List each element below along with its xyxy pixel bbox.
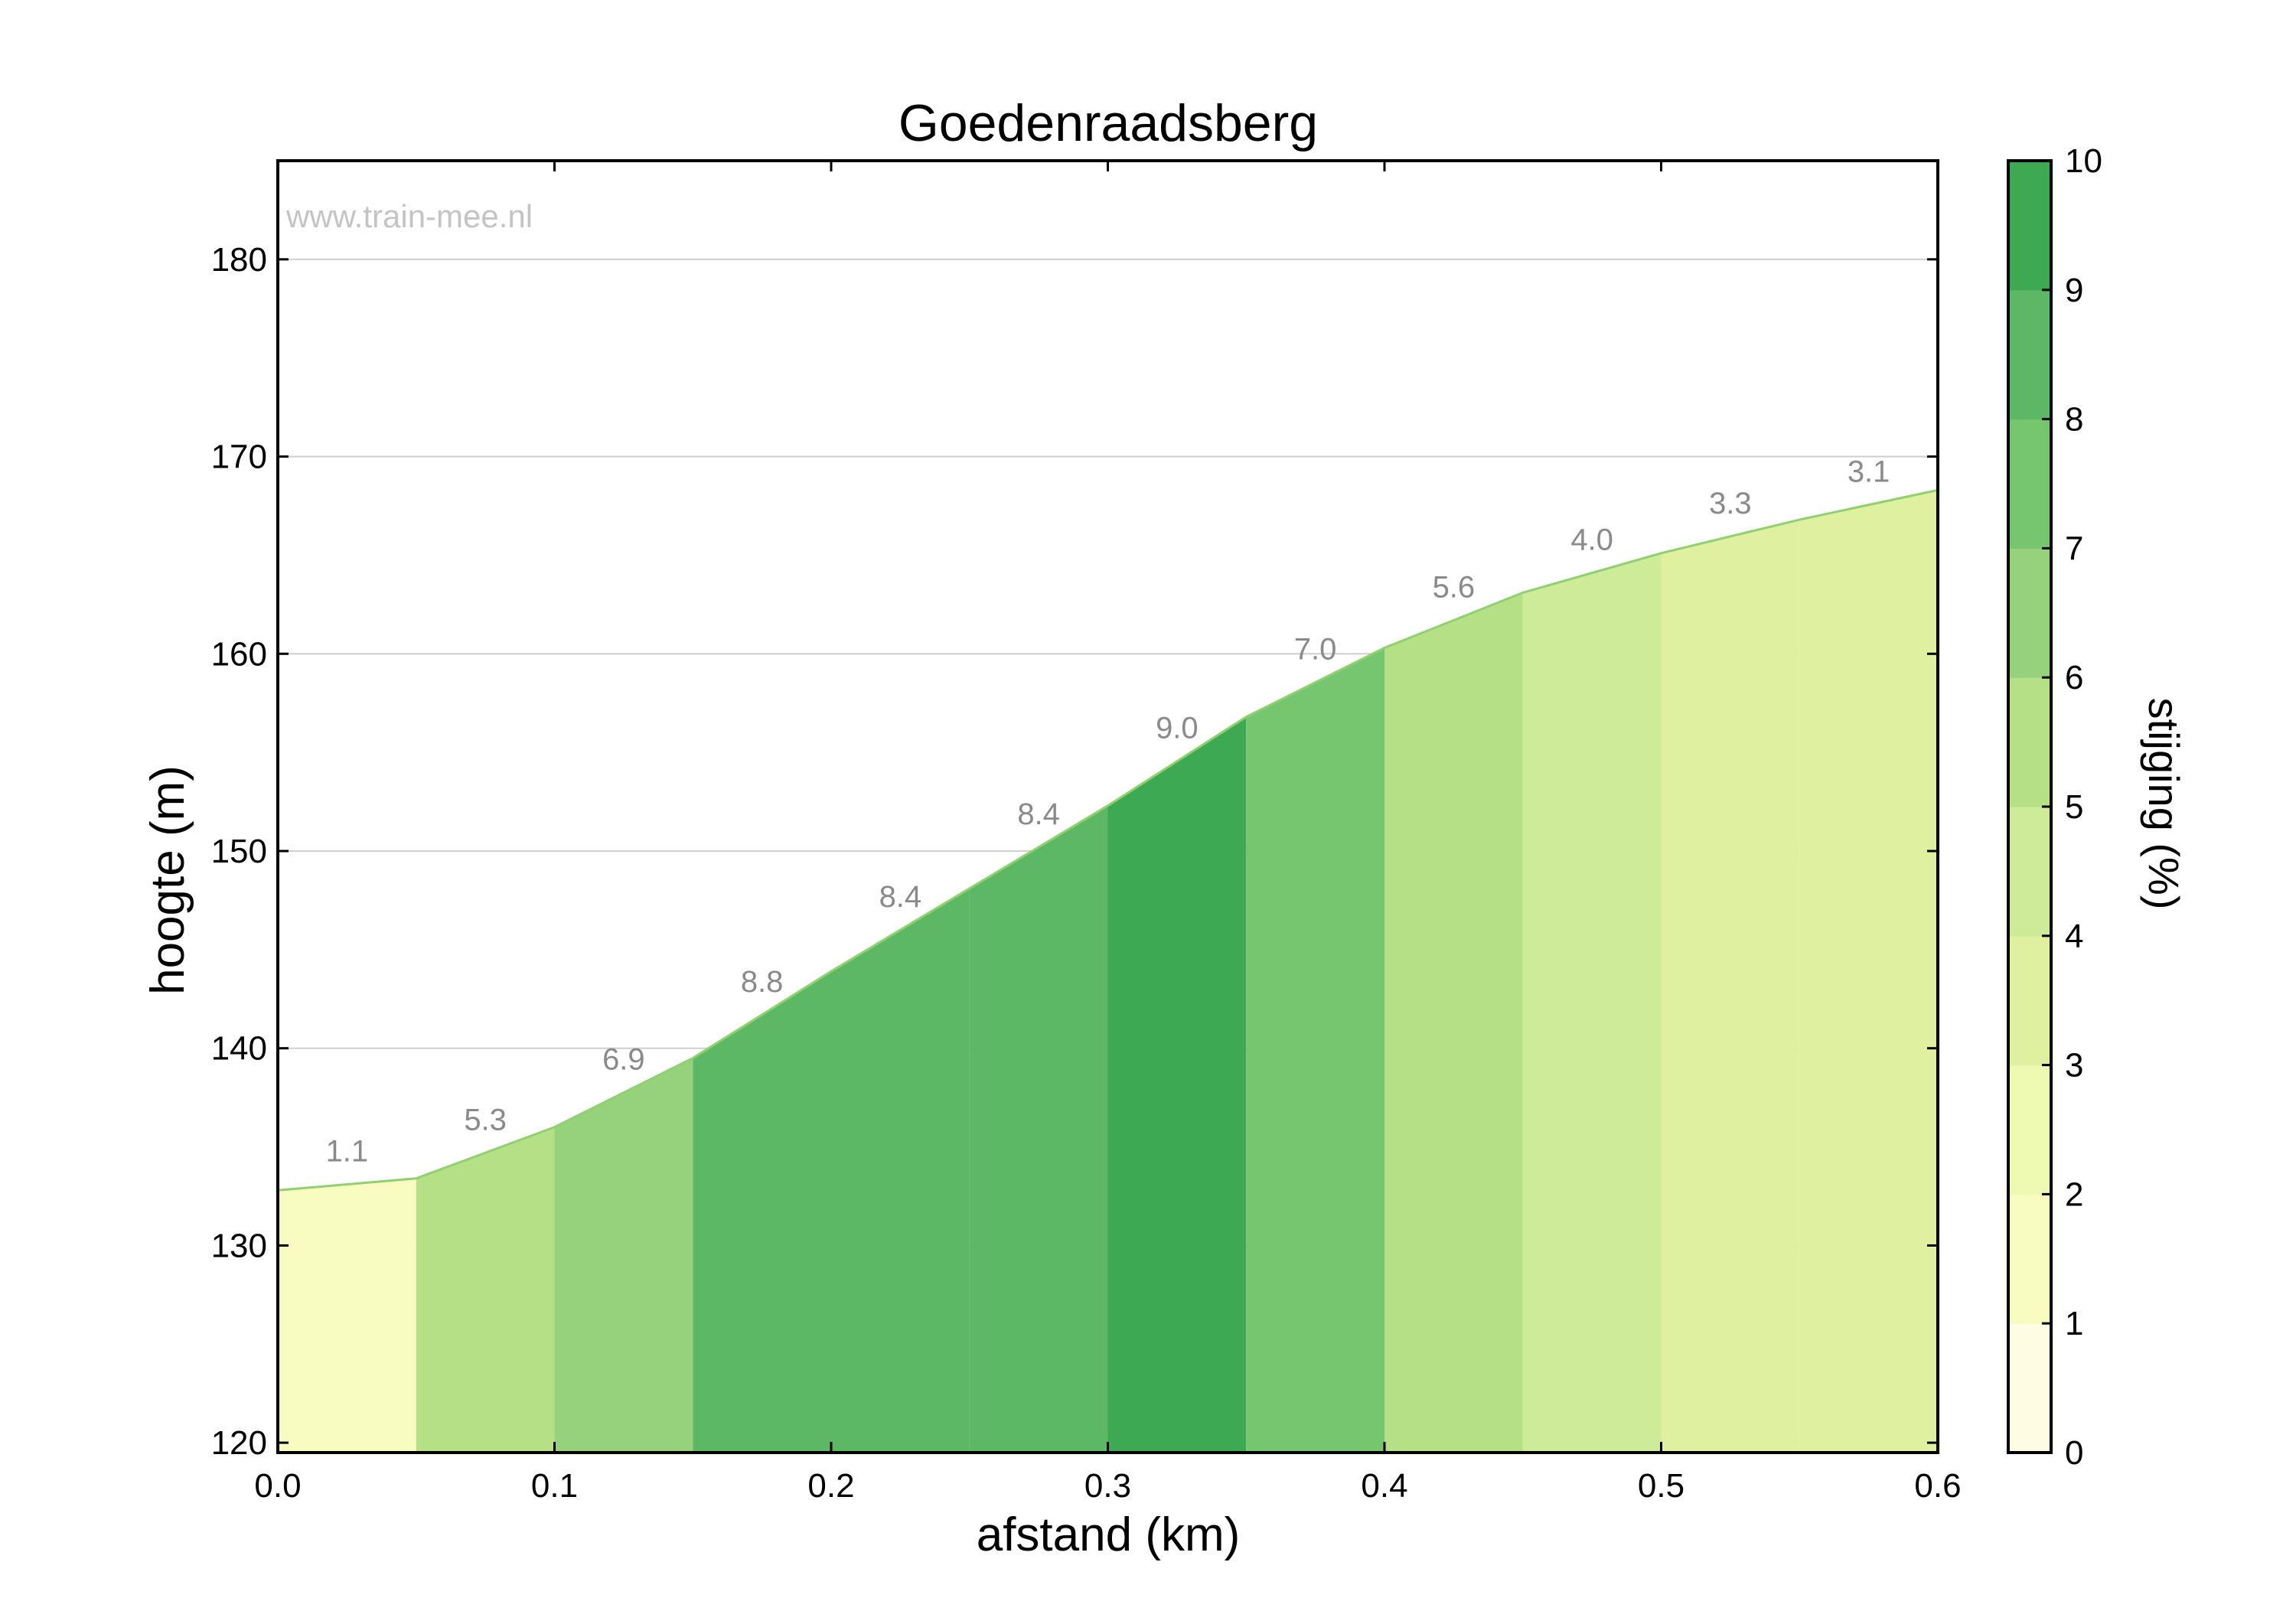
segment-gradient-label: 3.1 xyxy=(1848,455,1890,489)
colorbar-band xyxy=(2008,1065,2051,1195)
colorbar-tick-label: 0 xyxy=(2065,1434,2083,1472)
colorbar-label: stijging (%) xyxy=(2140,698,2188,910)
chart-title: Goedenraadsberg xyxy=(899,94,1318,152)
colorbar-tick-label: 2 xyxy=(2065,1176,2083,1213)
colorbar-tick-label: 7 xyxy=(2065,530,2083,567)
x-tick-label: 0.1 xyxy=(531,1467,578,1505)
x-ticks: 0.0 0.1 0.2 0.3 0.4 0.5 0.6 xyxy=(254,161,1962,1505)
segment-gradient-label: 5.6 xyxy=(1433,570,1476,604)
profile-segment xyxy=(1246,647,1384,1453)
x-tick-label: 0.5 xyxy=(1638,1467,1684,1505)
segment-gradient-label: 8.4 xyxy=(879,880,922,914)
colorbar-band xyxy=(2008,935,2051,1066)
profile-segment xyxy=(1384,592,1523,1453)
colorbar-tick-label: 10 xyxy=(2065,142,2102,180)
segment-gradient-label: 8.4 xyxy=(1017,797,1060,831)
colorbar-tick-label: 5 xyxy=(2065,788,2083,826)
profile-segment xyxy=(693,971,831,1453)
profile-segment xyxy=(278,1178,416,1453)
profile-segment xyxy=(1522,553,1662,1453)
segment-gradient-label: 8.8 xyxy=(741,965,784,999)
profile-segment xyxy=(416,1127,555,1453)
colorbar-band xyxy=(2008,289,2051,420)
profile-segments xyxy=(278,490,1938,1453)
profile-segment xyxy=(554,1058,693,1453)
colorbar-band xyxy=(2008,1323,2051,1453)
y-axis-label: hoogte (m) xyxy=(142,765,194,995)
y-tick-label: 150 xyxy=(211,833,267,870)
profile-segment xyxy=(1661,520,1800,1453)
colorbar-band xyxy=(2008,1194,2051,1324)
segment-gradient-label: 3.3 xyxy=(1709,487,1752,520)
colorbar-tick-label: 6 xyxy=(2065,659,2083,696)
y-ticks: 120 130 140 150 160 170 180 xyxy=(211,241,1938,1462)
x-tick-label: 0.3 xyxy=(1084,1467,1131,1505)
segment-gradient-label: 1.1 xyxy=(326,1135,369,1169)
colorbar-tick-label: 4 xyxy=(2065,918,2083,955)
x-tick-label: 0.2 xyxy=(807,1467,854,1505)
profile-line xyxy=(277,488,1939,1192)
profile-segment xyxy=(1799,490,1938,1453)
segment-gradient-label: 6.9 xyxy=(602,1043,645,1077)
y-tick-label: 160 xyxy=(211,635,267,673)
watermark: www.train-mee.nl xyxy=(285,198,533,234)
colorbar-band xyxy=(2008,807,2051,937)
segment-gradient-label: 9.0 xyxy=(1156,712,1199,745)
colorbar-band xyxy=(2008,419,2051,549)
segment-gradient-label: 4.0 xyxy=(1570,523,1613,557)
segment-labels: 1.1 5.3 6.9 8.8 8.4 8.4 9.0 7.0 5.6 4.0 3.3 3.1 xyxy=(326,455,1890,1169)
colorbar-tick-label: 1 xyxy=(2065,1305,2083,1342)
profile-segment xyxy=(831,888,970,1453)
profile-segment xyxy=(969,805,1108,1453)
colorbar-tick-label: 9 xyxy=(2065,272,2083,309)
segment-gradient-label: 5.3 xyxy=(464,1103,507,1137)
colorbar: 0 1 2 3 4 5 6 7 8 9 10 xyxy=(2007,142,2102,1472)
colorbar-tick-label: 8 xyxy=(2065,401,2083,439)
colorbar-band xyxy=(2008,161,2051,291)
colorbar-tick-label: 3 xyxy=(2065,1047,2083,1084)
y-tick-label: 180 xyxy=(211,241,267,279)
segment-gradient-label: 7.0 xyxy=(1294,633,1337,667)
x-tick-label: 0.4 xyxy=(1361,1467,1407,1505)
y-tick-label: 140 xyxy=(211,1030,267,1068)
x-tick-label: 0.6 xyxy=(1914,1467,1961,1505)
y-tick-label: 130 xyxy=(211,1227,267,1264)
profile-segment xyxy=(1107,716,1247,1453)
x-axis-label: afstand (km) xyxy=(977,1508,1241,1561)
colorbar-band xyxy=(2008,677,2051,807)
colorbar-band xyxy=(2008,548,2051,678)
x-tick-label: 0.0 xyxy=(254,1467,301,1505)
y-tick-label: 120 xyxy=(211,1424,267,1462)
y-tick-label: 170 xyxy=(211,439,267,476)
